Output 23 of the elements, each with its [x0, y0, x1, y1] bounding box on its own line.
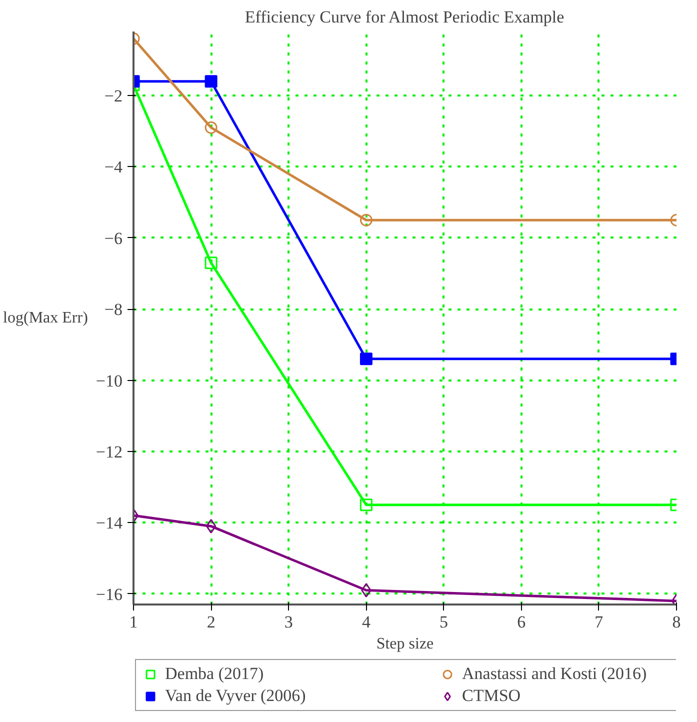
- x-tick-label: 3: [284, 612, 293, 632]
- y-axis-title: log(Max Err): [3, 310, 88, 326]
- legend-label: Van de Vyver (2006): [165, 686, 307, 706]
- x-tick-label: 2: [206, 612, 216, 632]
- x-tick-label: 8: [672, 612, 681, 632]
- x-tick-label: 1: [129, 612, 138, 632]
- chart-title: Efficiency Curve for Almost Periodic Example: [244, 8, 564, 26]
- y-tick-label: −6: [104, 228, 123, 248]
- legend-label: CTMSO: [462, 686, 522, 706]
- x-tick-label: 5: [440, 612, 448, 632]
- x-tick-label: 4: [362, 612, 371, 632]
- y-tick-label: −14: [96, 514, 123, 533]
- y-tick-label: −12: [96, 442, 123, 462]
- y-tick-label: −2: [104, 86, 123, 106]
- y-tick-label: −4: [104, 158, 123, 177]
- y-tick-label: −10: [96, 371, 123, 390]
- y-tick-label: −16: [96, 584, 123, 604]
- x-tick-label: 6: [517, 612, 526, 632]
- x-tick-label: 7: [594, 612, 604, 632]
- y-tick-label: −8: [104, 300, 123, 320]
- x-axis-title: Step size: [376, 636, 434, 652]
- legend-label: Demba (2017): [165, 664, 265, 684]
- legend-label: Anastassi and Kosti (2016): [462, 664, 648, 684]
